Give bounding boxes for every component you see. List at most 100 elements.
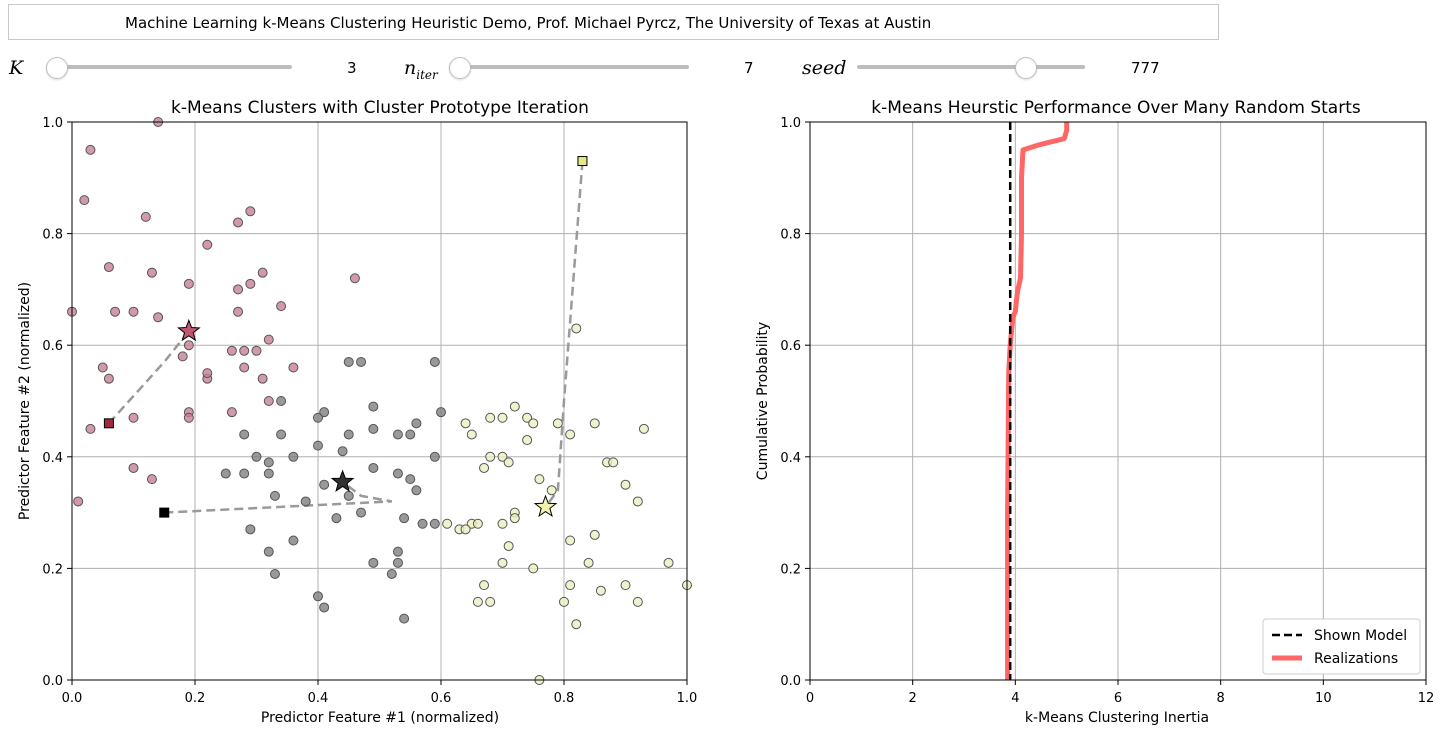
- scatter-point-yellow: [546, 485, 557, 496]
- scatter-point-yellow: [565, 580, 576, 591]
- scatter-point-gray: [356, 507, 367, 518]
- scatter-point-yellow: [595, 585, 606, 596]
- cdf-ytick-label: 0.0: [780, 674, 801, 689]
- k-slider-thumb[interactable]: [46, 57, 68, 79]
- scatter-point-yellow: [442, 518, 453, 529]
- scatter-point-pink: [226, 407, 237, 418]
- scatter-point-pink: [183, 278, 194, 289]
- scatter-point-yellow: [589, 418, 600, 429]
- scatter-plot-frame: [71, 121, 688, 681]
- scatter-point-yellow: [552, 418, 563, 429]
- scatter-point-yellow: [632, 496, 643, 507]
- scatter-ylabel: Predictor Feature #2 (normalized): [17, 282, 33, 520]
- niter-slider[interactable]: [449, 57, 689, 79]
- scatter-point-pink: [146, 267, 157, 278]
- scatter-point-yellow: [589, 529, 600, 540]
- scatter-point-gray: [343, 490, 354, 501]
- scatter-point-pink: [128, 306, 139, 317]
- scatter-point-gray: [392, 557, 403, 568]
- scatter-point-gray: [251, 451, 262, 462]
- prototype-path-gray: [164, 480, 393, 514]
- kmeans-scatter-chart: k-Means Clusters with Cluster Prototype …: [17, 98, 698, 726]
- scatter-point-yellow: [460, 418, 471, 429]
- scatter-ytick-label: 0.6: [42, 339, 63, 354]
- scatter-point-gray: [405, 474, 416, 485]
- scatter-point-gray: [319, 407, 330, 418]
- scatter-point-gray: [356, 356, 367, 367]
- scatter-point-pink: [245, 206, 256, 217]
- scatter-point-pink: [233, 306, 244, 317]
- seed-value: 777: [1131, 59, 1160, 77]
- scatter-point-pink: [288, 362, 299, 373]
- scatter-xtick-label: 1.0: [677, 691, 698, 706]
- scatter-point-pink: [140, 211, 151, 222]
- scatter-point-yellow: [565, 429, 576, 440]
- k-value: 3: [347, 59, 357, 77]
- scatter-point-pink: [263, 334, 274, 345]
- scatter-point-yellow: [497, 451, 508, 462]
- prototype-path-yellow: [544, 161, 584, 508]
- scatter-point-pink: [239, 345, 250, 356]
- scatter-point-gray: [436, 407, 446, 418]
- scatter-point-yellow: [528, 418, 539, 429]
- scatter-point-yellow: [559, 596, 569, 607]
- scatter-point-pink: [257, 267, 268, 278]
- k-slider-label: K: [9, 57, 24, 79]
- scatter-point-pink: [110, 306, 121, 317]
- scatter-point-pink: [79, 195, 90, 206]
- scatter-point-gray: [368, 401, 379, 412]
- inertia-cdf-chart: k-Means Heurstic Performance Over Many R…: [755, 98, 1434, 726]
- scatter-point-gray: [239, 429, 250, 440]
- scatter-point-gray: [343, 356, 354, 367]
- scatter-point-yellow: [479, 462, 490, 473]
- scatter-point-yellow: [460, 524, 471, 535]
- k-slider[interactable]: [46, 57, 292, 79]
- cdf-ytick-label: 0.4: [780, 451, 801, 466]
- cdf-xtick-label: 6: [1114, 691, 1122, 706]
- scatter-point-gray: [392, 546, 403, 557]
- scatter-xtick-label: 0.4: [308, 691, 329, 706]
- scatter-point-pink: [257, 373, 268, 384]
- scatter-point-gray: [288, 451, 299, 462]
- scatter-point-gray: [269, 490, 280, 501]
- scatter-point-gray: [411, 418, 422, 429]
- scatter-xtick-label: 0.8: [554, 691, 575, 706]
- scatter-point-gray: [239, 468, 250, 479]
- scatter-point-yellow: [503, 541, 514, 552]
- cdf-xtick-label: 8: [1217, 691, 1225, 706]
- scatter-ytick-label: 0.0: [42, 674, 63, 689]
- scatter-point-pink: [276, 301, 287, 312]
- cdf-ytick-label: 0.2: [780, 562, 801, 577]
- prototype-start-yellow: [577, 156, 588, 167]
- scatter-point-yellow: [497, 412, 508, 423]
- scatter-point-pink: [245, 278, 256, 289]
- scatter-point-yellow: [485, 596, 496, 607]
- seed-slider[interactable]: [857, 57, 1085, 79]
- scatter-ytick-label: 0.2: [42, 562, 63, 577]
- scatter-point-pink: [239, 362, 250, 373]
- scatter-point-yellow: [583, 557, 594, 568]
- scatter-point-yellow: [509, 513, 520, 524]
- scatter-point-gray: [220, 468, 231, 479]
- scatter-point-gray: [313, 412, 323, 423]
- scatter-point-yellow: [571, 619, 582, 630]
- scatter-point-yellow: [620, 479, 631, 490]
- seed-slider-thumb[interactable]: [1015, 57, 1038, 79]
- scatter-point-gray: [417, 518, 428, 529]
- scatter-point-pink: [177, 351, 188, 362]
- niter-value: 7: [744, 59, 754, 77]
- scatter-point-pink: [128, 412, 139, 423]
- niter-slider-label: niter: [404, 57, 438, 82]
- scatter-point-gray: [368, 557, 379, 568]
- scatter-point-yellow: [472, 518, 483, 529]
- scatter-point-pink: [153, 312, 164, 323]
- scatter-point-yellow: [632, 596, 643, 607]
- scatter-point-yellow: [663, 557, 674, 568]
- scatter-point-gray: [392, 468, 403, 479]
- cdf-ytick-label: 0.6: [780, 339, 801, 354]
- scatter-point-gray: [269, 568, 280, 579]
- niter-slider-thumb[interactable]: [449, 57, 471, 79]
- cdf-xtick-label: 2: [909, 691, 917, 706]
- niter-label-main: n: [404, 57, 417, 79]
- scatter-point-gray: [386, 568, 397, 579]
